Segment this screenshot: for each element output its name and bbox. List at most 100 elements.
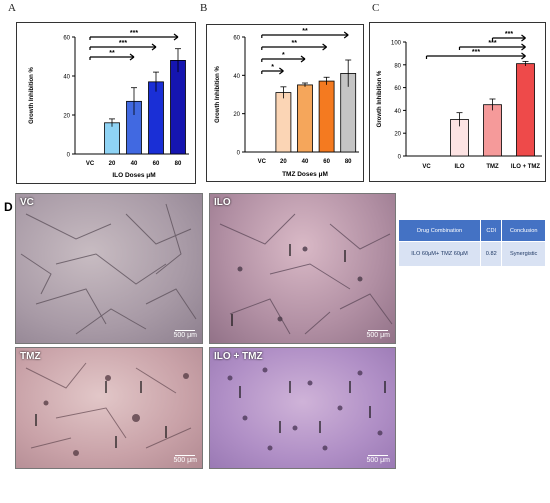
x-tick-label: 80: [345, 159, 352, 165]
x-tick-label: VC: [86, 161, 95, 167]
y-tick-label: 20: [394, 132, 401, 138]
significance-arrow: [300, 55, 306, 60]
significance-label: ***: [505, 31, 513, 38]
table-row: ILO 60μM+ TMZ 60μM 0.82 Synergistic: [397, 241, 546, 267]
cdi-header-drug: Drug Combination: [397, 219, 482, 242]
significance-arrow: [343, 34, 349, 39]
significance-label: *: [282, 52, 285, 59]
x-tick-label: TMZ: [486, 164, 499, 170]
panel-label-d: D: [4, 200, 13, 214]
y-tick-label: 100: [391, 41, 402, 47]
y-axis-label: Growth Inhibition %: [215, 66, 221, 123]
y-tick-label: 80: [394, 63, 401, 69]
scale-bar-vc: 500 μm: [173, 329, 198, 339]
micrograph-vc: VC 500 μm: [15, 193, 203, 344]
micrograph-ilo: ILO 500 μm: [209, 193, 396, 344]
significance-label: ***: [119, 40, 127, 47]
y-tick-label: 0: [67, 153, 71, 159]
significance-arrow: [151, 43, 157, 48]
y-tick-label: 20: [63, 114, 70, 120]
micrograph-ilo-tmz-cells: [227, 367, 386, 451]
significance-arrow: [129, 56, 135, 61]
micrograph-ilo-cells: [219, 213, 393, 335]
significance-arrow: [521, 52, 526, 57]
significance-label: ***: [130, 30, 138, 37]
x-tick-label: 40: [131, 161, 138, 167]
cdi-header-conclusion: Conclusion: [501, 219, 546, 242]
scale-bar-ilo-tmz-label: 500 μm: [366, 457, 391, 464]
scale-bar-ilo-tmz: 500 μm: [366, 454, 391, 464]
bar: [483, 104, 502, 157]
x-tick-label: 40: [302, 159, 309, 165]
y-axis-label: Growth Inhibition %: [29, 67, 35, 124]
chart-b-svg: 0 20 40 60 Growth Inhibition % VC 20 40 60 80 TMZ …: [215, 28, 359, 178]
significance-arrow: [173, 36, 179, 41]
y-tick-label: 60: [63, 36, 70, 42]
micrograph-tmz-label: TMZ: [20, 351, 41, 362]
cdi-cell-conclusion: Synergistic: [501, 241, 546, 267]
x-tick-label: 20: [280, 159, 287, 165]
x-axis-label: ILO Doses μM: [112, 172, 155, 179]
scale-bar-vc-label: 500 μm: [173, 332, 198, 339]
significance-label: ***: [488, 40, 496, 47]
bar: [275, 92, 292, 153]
scale-bar-tmz: 500 μm: [173, 454, 198, 464]
scale-bar-tmz-label: 500 μm: [173, 457, 198, 464]
significance-label: **: [109, 50, 115, 57]
chart-b: 0 20 40 60 Growth Inhibition % VC 20 40 60 80 TMZ …: [206, 24, 364, 182]
y-tick-label: 60: [394, 86, 401, 92]
x-tick-label: 60: [323, 159, 330, 165]
micrograph-ilo-tmz: ILO + TMZ 500 μm: [209, 347, 396, 469]
micrograph-vc-cells: [20, 203, 197, 335]
significance-arrow: [279, 70, 284, 75]
panel-label-a: A: [8, 2, 16, 14]
chart-a-svg: 0 20 40 60 Growth Inhibition % VC 20 40 60 80 ILO …: [29, 30, 189, 179]
y-axis-label: Growth Inhibition %: [377, 70, 383, 127]
significance-arrow: [173, 33, 179, 38]
bar: [297, 84, 313, 153]
y-tick-label: 40: [394, 109, 401, 115]
significance-label: **: [302, 28, 308, 35]
significance-arrow: [521, 37, 526, 42]
x-tick-label: VC: [258, 159, 267, 165]
significance-arrow: [129, 53, 135, 58]
significance-label: ***: [472, 49, 480, 56]
significance-arrow: [151, 46, 157, 51]
panel-label-b: B: [200, 2, 208, 14]
bar: [104, 122, 120, 155]
significance-arrow: [322, 46, 327, 51]
significance-arrow: [343, 31, 349, 36]
x-axis-label: TMZ Doses μM: [282, 171, 328, 178]
micrograph-tmz-cells: [25, 362, 192, 456]
y-tick-label: 40: [63, 75, 70, 81]
bar: [170, 60, 186, 155]
significance-arrow: [521, 55, 526, 60]
cdi-header-cdi: CDI: [480, 219, 503, 242]
x-tick-label: 80: [175, 161, 182, 167]
significance-arrow: [521, 46, 526, 51]
bar: [148, 81, 164, 155]
bar: [318, 80, 335, 153]
cdi-table: Drug Combination CDI Conclusion ILO 60μM…: [397, 219, 546, 267]
chart-c: 0 20 40 60 80 100 Growth Inhibition % VC ILO TMZ I…: [369, 22, 546, 182]
micrograph-tmz: TMZ 500 μm: [15, 347, 203, 469]
scale-bar-ilo-label: 500 μm: [366, 332, 391, 339]
x-tick-label: VC: [422, 164, 431, 170]
significance-arrow: [521, 43, 526, 48]
cdi-cell-drug: ILO 60μM+ TMZ 60μM: [397, 241, 482, 267]
chart-a: 0 20 40 60 Growth Inhibition % VC 20 40 60 80 ILO …: [16, 22, 196, 184]
micrograph-ilo-label: ILO: [214, 197, 231, 208]
cdi-table-header-row: Drug Combination CDI Conclusion: [397, 219, 546, 242]
y-tick-label: 0: [398, 155, 402, 161]
significance-label: *: [271, 64, 274, 71]
x-tick-label: 60: [153, 161, 160, 167]
significance-arrow: [300, 58, 306, 63]
panel-label-c: C: [372, 2, 380, 14]
x-tick-label: ILO: [455, 164, 465, 170]
micrograph-vc-label: VC: [20, 197, 34, 208]
y-tick-label: 20: [233, 112, 240, 118]
significance-label: **: [291, 40, 297, 47]
significance-arrow: [322, 43, 327, 48]
scale-bar-ilo: 500 μm: [366, 329, 391, 339]
significance-arrow: [521, 34, 526, 39]
